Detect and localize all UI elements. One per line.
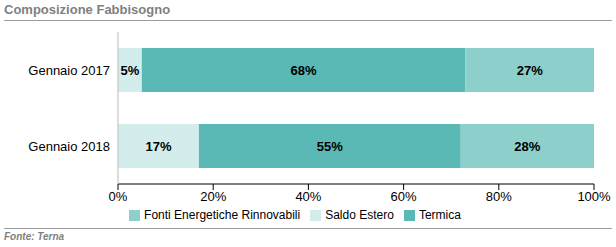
svg-text:40%: 40%	[295, 189, 321, 204]
svg-text:80%: 80%	[486, 189, 512, 204]
html-text:Composizione Fabbisogno: Composizione Fabbisogno	[4, 2, 171, 17]
html-text:Fonti Energetiche Rinnovabili: Fonti Energetiche Rinnovabili	[144, 208, 301, 222]
svg-text:0%: 0%	[109, 189, 128, 204]
html-text:Fonte: Terna: Fonte: Terna	[4, 231, 65, 242]
svg-text:28%: 28%	[514, 139, 540, 154]
svg-text:60%: 60%	[391, 189, 417, 204]
svg-text:17%: 17%	[145, 139, 171, 154]
svg-text:Gennaio 2018: Gennaio 2018	[28, 139, 110, 154]
svg-text:5%: 5%	[121, 63, 140, 78]
svg-text:100%: 100%	[577, 189, 608, 204]
svg-text:68%: 68%	[291, 63, 317, 78]
svg-text:Gennaio 2017: Gennaio 2017	[28, 63, 110, 78]
html-text:Termica: Termica	[418, 208, 461, 222]
svg-text:20%: 20%	[200, 189, 226, 204]
svg-text:55%: 55%	[317, 139, 343, 154]
html-text:Saldo Estero: Saldo Estero	[325, 208, 394, 222]
svg-text:27%: 27%	[517, 63, 543, 78]
